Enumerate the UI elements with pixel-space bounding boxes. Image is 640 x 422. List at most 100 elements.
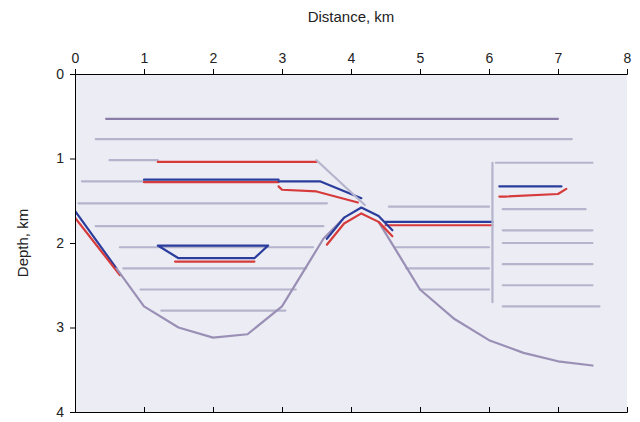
tick-mark	[489, 407, 490, 412]
tick: 8	[624, 50, 632, 74]
tick: 4	[56, 404, 75, 420]
reflector	[158, 246, 268, 259]
tick-label: 0	[56, 66, 64, 82]
reflector	[499, 189, 566, 197]
tick-label: 2	[210, 50, 218, 66]
chart: 0 1 2 3 4 5 6 7 8 0 1 2 3 4 Distance, km Depth, km	[0, 0, 640, 422]
tick-label: 0	[72, 50, 80, 66]
reflector	[389, 206, 489, 208]
tick-label: 6	[486, 50, 494, 66]
reflector	[396, 246, 489, 248]
plot-background	[75, 74, 627, 412]
tick: 0	[56, 66, 75, 82]
tick	[213, 407, 214, 412]
tick-mark	[75, 69, 76, 74]
axis-line	[76, 407, 628, 413]
reflector	[116, 218, 344, 338]
tick: 4	[348, 50, 356, 74]
tick-label: 4	[348, 50, 356, 66]
tick-mark	[144, 69, 145, 74]
axis-line	[76, 69, 628, 75]
reflector	[106, 118, 558, 120]
tick-mark	[351, 407, 352, 412]
reflector	[327, 213, 393, 244]
tick-label: 7	[555, 50, 563, 66]
reflector	[78, 202, 326, 204]
tick: 1	[56, 150, 75, 166]
reflector	[75, 211, 116, 268]
tick-label: 1	[56, 150, 64, 166]
reflector	[499, 185, 561, 187]
tick-mark	[627, 407, 628, 412]
reflector	[496, 162, 593, 164]
tick-mark	[70, 328, 75, 329]
tick-mark	[489, 69, 490, 74]
tick-mark	[70, 412, 75, 413]
tick	[558, 407, 559, 412]
tick-mark	[282, 407, 283, 412]
reflector	[110, 159, 158, 161]
tick-mark	[351, 69, 352, 74]
tick: 6	[486, 50, 494, 74]
axis-line	[70, 75, 76, 413]
reflector	[503, 284, 593, 286]
reflector	[96, 225, 324, 227]
tick-label: 8	[624, 50, 632, 66]
tick-mark	[70, 74, 75, 75]
tick-mark	[282, 69, 283, 74]
tick	[144, 407, 145, 412]
reflector	[144, 181, 279, 183]
tick-mark	[213, 407, 214, 412]
reflector	[491, 163, 493, 302]
tick-label: 1	[141, 50, 149, 66]
tick-mark	[144, 407, 145, 412]
tick-mark	[70, 159, 75, 160]
reflector	[406, 267, 489, 269]
tick: 2	[56, 235, 75, 251]
tick	[627, 407, 628, 412]
reflector	[386, 224, 493, 226]
reflector	[158, 161, 317, 163]
tick-mark	[420, 407, 421, 412]
tick	[351, 407, 352, 412]
reflectors	[75, 119, 599, 366]
reflector	[503, 242, 593, 244]
reflector	[503, 305, 600, 307]
reflector	[141, 288, 296, 290]
reflector	[379, 222, 593, 366]
tick: 7	[555, 50, 563, 74]
tick: 0	[72, 50, 80, 74]
y-axis: 0 1 2 3 4	[56, 66, 75, 420]
reflector	[144, 179, 279, 181]
reflector	[161, 310, 285, 312]
reflector	[503, 263, 593, 265]
tick-label: 5	[417, 50, 425, 66]
y-axis-title: Depth, km	[14, 209, 31, 277]
tick: 2	[210, 50, 218, 74]
tick: 5	[417, 50, 425, 74]
tick	[489, 407, 490, 412]
reflector	[503, 229, 593, 231]
reflector	[123, 267, 306, 269]
tick-mark	[420, 69, 421, 74]
tick-mark	[558, 69, 559, 74]
x-axis-title: Distance, km	[308, 8, 395, 25]
reflector	[420, 288, 489, 290]
tick	[420, 407, 421, 412]
tick-label: 4	[56, 404, 64, 420]
reflector	[317, 160, 365, 205]
reflector	[175, 260, 254, 262]
x-axis-top: 0 1 2 3 4 5 6 7 8	[72, 50, 632, 75]
tick: 3	[279, 50, 287, 74]
tick-label: 3	[56, 319, 64, 335]
reflector	[82, 180, 144, 182]
reflector	[386, 221, 493, 223]
reflector	[503, 208, 586, 210]
tick-label: 2	[56, 235, 64, 251]
x-axis-bottom	[76, 407, 628, 413]
tick: 3	[56, 319, 75, 335]
tick-mark	[627, 69, 628, 74]
tick-label: 3	[279, 50, 287, 66]
tick	[282, 407, 283, 412]
plot: 0 1 2 3 4 5 6 7 8 0 1 2 3 4	[56, 50, 631, 420]
